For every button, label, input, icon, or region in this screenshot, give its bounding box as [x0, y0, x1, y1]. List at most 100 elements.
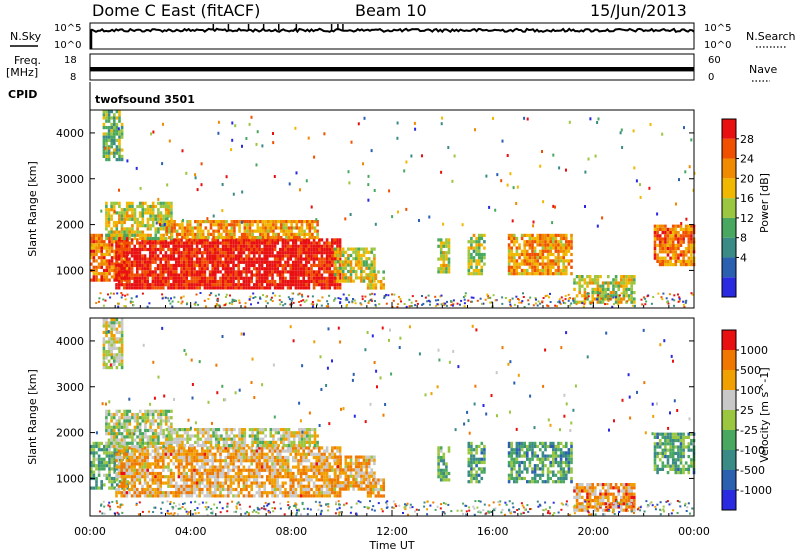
data-cell: [539, 164, 542, 168]
data-cell: [328, 241, 331, 245]
data-cell: [338, 449, 342, 453]
data-cell: [247, 455, 251, 460]
data-cell: [214, 254, 217, 258]
data-cell: [136, 428, 139, 433]
data-cell: [128, 471, 131, 476]
data-cell: [232, 494, 235, 498]
data-cell: [112, 416, 116, 420]
data-cell: [214, 286, 217, 290]
data-cell: [336, 449, 339, 453]
data-cell: [130, 478, 134, 482]
data-cell: [310, 478, 313, 482]
data-cell: [305, 251, 308, 255]
data-cell: [344, 257, 348, 261]
data-cell: [125, 419, 129, 423]
data-cell: [110, 243, 114, 247]
data-cell: [265, 295, 268, 298]
data-cell: [354, 273, 358, 277]
data-cell: [224, 462, 227, 466]
data-cell: [156, 471, 160, 476]
data-cell: [141, 412, 145, 417]
data-cell: [552, 259, 555, 263]
data-cell: [141, 257, 144, 261]
data-cell: [242, 459, 246, 463]
data-cell: [370, 149, 373, 153]
data-cell: [305, 263, 308, 268]
data-cell: [113, 249, 116, 253]
data-cell: [221, 247, 225, 252]
data-cell: [266, 247, 269, 252]
data-cell: [133, 217, 137, 221]
data-cell: [95, 265, 98, 269]
data-cell: [133, 260, 136, 264]
data-cell: [208, 257, 212, 261]
data-cell: [117, 449, 121, 453]
data-cell: [531, 243, 534, 247]
data-cell: [268, 273, 272, 277]
data-cell: [272, 141, 275, 145]
data-cell: [115, 145, 119, 149]
data-cell: [564, 294, 567, 297]
data-cell: [653, 247, 657, 251]
data-cell: [130, 247, 134, 252]
data-cell: [292, 263, 295, 268]
data-cell: [310, 273, 313, 277]
data-cell: [591, 297, 594, 301]
data-cell: [274, 226, 278, 230]
data-cell: [115, 244, 118, 248]
data-cell: [188, 478, 191, 482]
data-cell: [167, 276, 170, 280]
data-cell: [164, 296, 167, 299]
data-cell: [526, 252, 529, 257]
data-cell: [286, 251, 290, 255]
data-cell: [371, 292, 374, 295]
data-cell: [123, 241, 126, 245]
data-cell: [136, 220, 139, 225]
data-cell: [627, 275, 631, 279]
data-cell: [131, 208, 134, 212]
data-cell: [279, 236, 283, 240]
data-cell: [247, 446, 251, 450]
data-cell: [194, 173, 197, 177]
data-cell: [156, 449, 160, 453]
data-cell: [653, 240, 657, 244]
data-cell: [362, 263, 366, 267]
data-cell: [347, 260, 350, 264]
data-cell: [622, 297, 626, 301]
data-cell: [617, 303, 620, 306]
data-cell: [146, 276, 149, 280]
data-cell: [159, 491, 162, 495]
data-cell: [240, 260, 243, 264]
data-cell: [247, 267, 251, 271]
data-cell: [162, 465, 165, 469]
data-cell: [102, 132, 106, 136]
data-cell: [201, 229, 205, 233]
data-cell: [607, 294, 610, 298]
data-cell: [261, 223, 265, 227]
data-cell: [665, 297, 668, 300]
data-cell: [188, 220, 192, 224]
data-cell: [167, 481, 170, 485]
data-cell: [120, 135, 124, 139]
data-cell: [177, 257, 181, 261]
data-cell: [485, 174, 488, 178]
data-cell: [516, 185, 519, 189]
data-cell: [162, 475, 165, 479]
data-cell: [554, 272, 558, 276]
data-cell: [237, 475, 240, 479]
data-cell: [258, 241, 261, 245]
data-cell: [194, 226, 197, 230]
data-cell: [617, 284, 620, 288]
data-cell: [328, 244, 331, 248]
data-cell: [294, 251, 298, 255]
data-cell: [149, 478, 152, 482]
data-cell: [299, 254, 303, 258]
data-cell: [442, 251, 446, 255]
data-cell: [336, 283, 339, 287]
data-cell: [302, 279, 305, 284]
data-cell: [143, 471, 147, 476]
data-cell: [302, 487, 305, 492]
data-cell: [108, 486, 111, 490]
data-cell: [320, 257, 324, 261]
